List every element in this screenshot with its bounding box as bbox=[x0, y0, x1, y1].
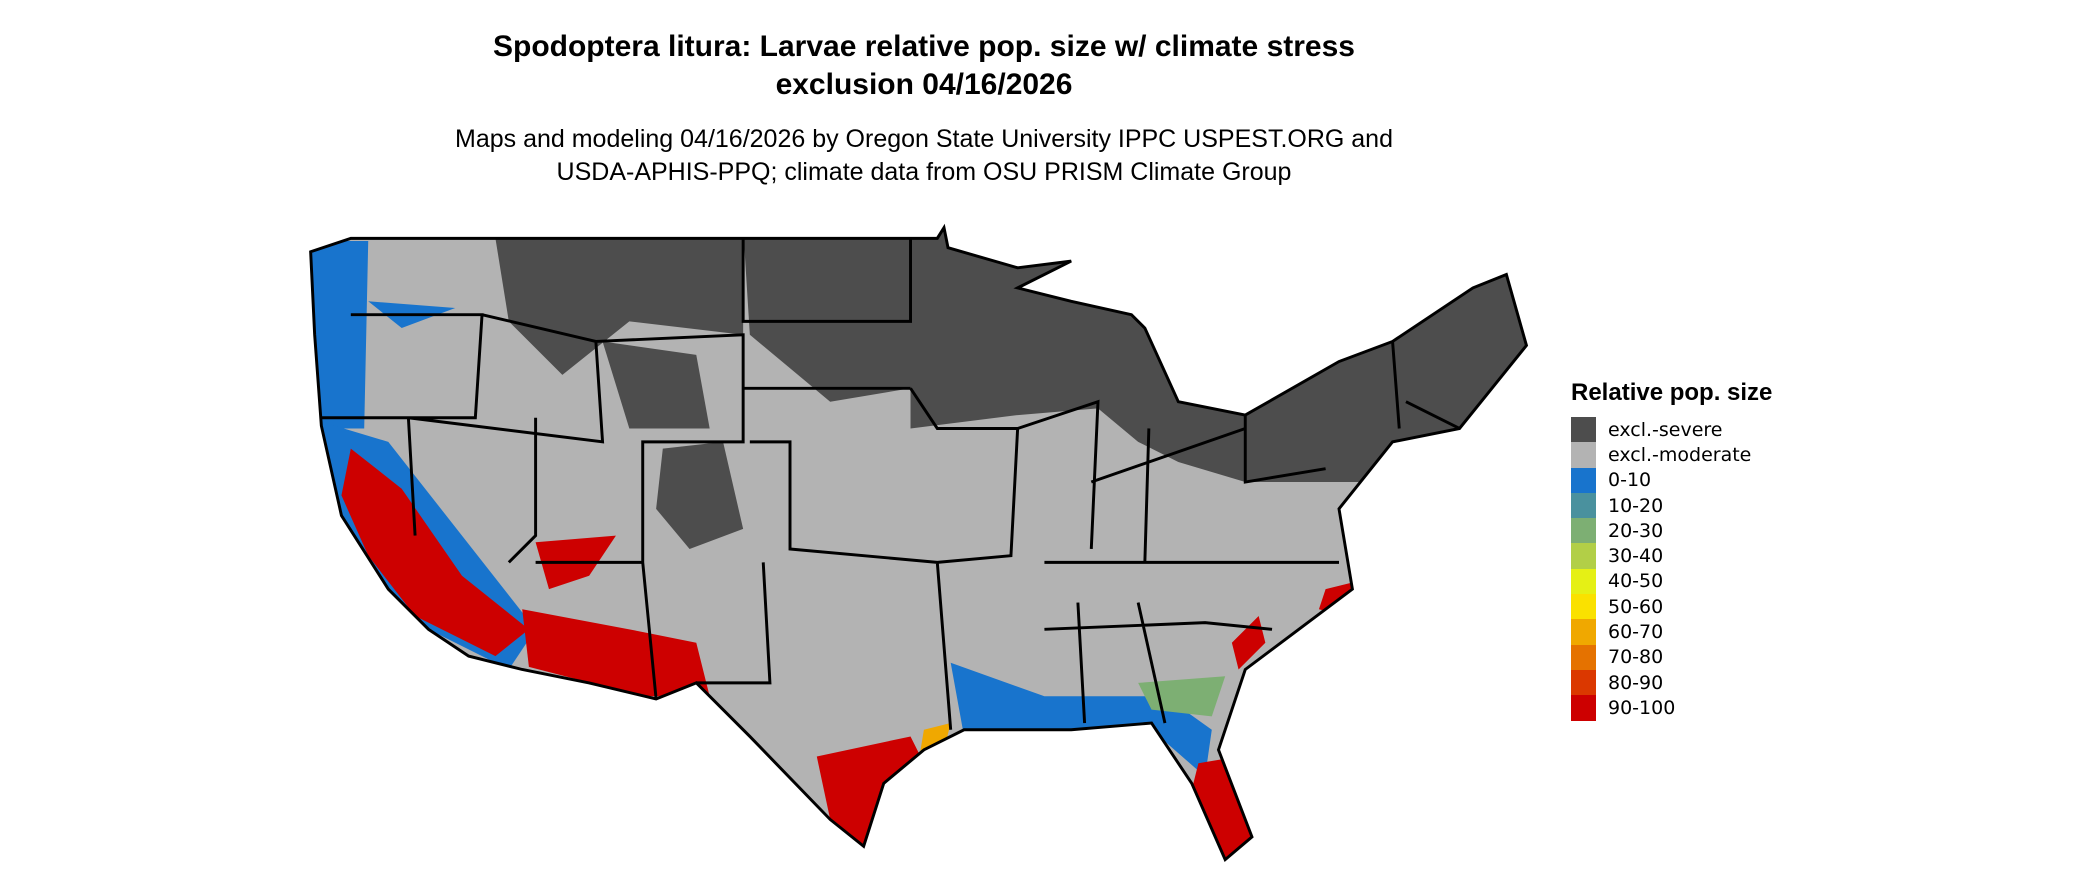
legend-swatch bbox=[1571, 669, 1596, 696]
legend-item: excl.-severe bbox=[1571, 417, 1772, 443]
legend-label: 20-30 bbox=[1608, 519, 1664, 542]
legend-item: 0-10 bbox=[1571, 467, 1772, 493]
legend-item: 70-80 bbox=[1571, 644, 1772, 670]
legend-item: 40-50 bbox=[1571, 568, 1772, 595]
pop-90-100-region-carolinas bbox=[1231, 582, 1353, 670]
legend-label: 10-20 bbox=[1608, 494, 1664, 517]
legend-label: 30-40 bbox=[1608, 545, 1664, 568]
legend-label: 50-60 bbox=[1608, 595, 1664, 618]
legend-label: 70-80 bbox=[1608, 646, 1664, 669]
legend: Relative pop. size excl.-severe excl.-mod… bbox=[1571, 379, 1772, 721]
legend-swatch bbox=[1571, 543, 1596, 569]
pop-90-100-region-texas bbox=[816, 736, 924, 847]
legend-swatch bbox=[1571, 518, 1596, 544]
legend-title: Relative pop. size bbox=[1571, 379, 1773, 406]
legend-label: 90-100 bbox=[1608, 696, 1676, 719]
legend-label: 80-90 bbox=[1608, 671, 1664, 694]
map-subtitle-line2: USDA-APHIS-PPQ; climate data from OSU PR… bbox=[556, 158, 1292, 186]
legend-label: 60-70 bbox=[1608, 621, 1664, 644]
legend-swatch bbox=[1571, 492, 1596, 519]
legend-label: 0-10 bbox=[1608, 469, 1652, 492]
pop-90-100-region-california bbox=[341, 448, 529, 657]
legend-item: 60-70 bbox=[1571, 619, 1772, 645]
excl-severe-region-northwest bbox=[495, 238, 744, 375]
excl-severe-region-rockies bbox=[602, 341, 744, 549]
map-subtitle-line1: Maps and modeling 04/16/2026 by Oregon S… bbox=[455, 125, 1393, 153]
pop-90-100-region-arizona bbox=[522, 609, 710, 697]
legend-swatch bbox=[1571, 644, 1596, 670]
pop-0-10-region-pacific bbox=[310, 241, 456, 429]
legend-label: excl.-severe bbox=[1608, 418, 1723, 441]
legend-item: 50-60 bbox=[1571, 594, 1772, 620]
map-title-line2: exclusion 04/16/2026 bbox=[775, 68, 1073, 101]
legend-swatch bbox=[1571, 467, 1596, 493]
legend-item: 30-40 bbox=[1571, 543, 1772, 569]
map-title-line1: Spodoptera litura: Larvae relative pop. … bbox=[493, 30, 1355, 63]
state-borders bbox=[309, 226, 1528, 862]
legend-item: 10-20 bbox=[1571, 492, 1772, 519]
legend-swatch bbox=[1571, 568, 1596, 595]
legend-label: excl.-moderate bbox=[1608, 443, 1752, 466]
legend-swatch bbox=[1571, 442, 1596, 468]
legend-swatch bbox=[1571, 594, 1596, 620]
pop-0-10-region-gulf bbox=[950, 662, 1212, 777]
legend-swatch bbox=[1571, 417, 1596, 443]
legend-item: 20-30 bbox=[1571, 518, 1772, 544]
legend-label: 40-50 bbox=[1608, 570, 1664, 593]
legend-swatch bbox=[1571, 619, 1596, 645]
legend-swatch bbox=[1571, 695, 1596, 721]
legend-item: 90-100 bbox=[1571, 695, 1772, 721]
legend-item: excl.-moderate bbox=[1571, 442, 1772, 468]
legend-item: 80-90 bbox=[1571, 669, 1772, 696]
